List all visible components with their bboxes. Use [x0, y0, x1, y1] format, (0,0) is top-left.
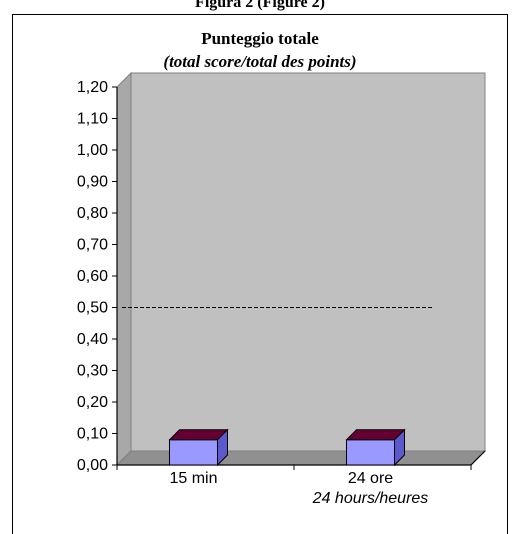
bar-side — [217, 428, 228, 467]
y-tick-label: 1,00 — [77, 142, 108, 159]
x-category-label: 24 ore — [348, 470, 393, 487]
y-tick-label: 0,70 — [77, 237, 108, 254]
y-tick-label: 1,10 — [77, 111, 108, 128]
y-tick-label: 0,20 — [77, 394, 108, 411]
y-tick-label: 0,50 — [77, 300, 108, 317]
figure-title: Figura 2 (Figure 2) — [195, 0, 325, 11]
y-tick-label: 0,40 — [77, 331, 108, 348]
chart-frame — [12, 14, 508, 534]
x-category-sublabel: 24 hours/heures — [312, 490, 429, 507]
bar-front — [346, 439, 395, 466]
y-tick-label: 0,10 — [77, 426, 108, 443]
y-tick-label: 0,60 — [77, 268, 108, 285]
bar-side — [394, 428, 405, 467]
y-tick-label: 0,00 — [77, 457, 108, 474]
y-tick-label: 1,20 — [77, 79, 108, 96]
plot-wall-layer — [115, 71, 487, 467]
bar — [168, 428, 229, 467]
bar — [345, 428, 406, 467]
y-tick-label: 0,30 — [77, 363, 108, 380]
plot-side-wall — [116, 71, 132, 467]
bar-layer — [168, 428, 406, 467]
y-tick-label: 0,80 — [77, 205, 108, 222]
x-axis-end-line — [470, 450, 486, 466]
chart-title: Punteggio totale — [201, 29, 319, 48]
x-category-label: 15 min — [169, 470, 217, 487]
chart-subtitle: (total score/total des points) — [163, 52, 357, 71]
y-tick-label: 0,90 — [77, 174, 108, 191]
bar-chart: 0,00 0,10 0,20 0,30 0,40 0,50 0,60 0,70 0,80 0,90… — [77, 71, 487, 507]
plot-back-wall — [130, 72, 486, 452]
bar-front — [169, 439, 218, 466]
label-layer: 0,00 0,10 0,20 0,30 0,40 0,50 0,60 0,70 0,80 0,90… — [77, 79, 428, 507]
